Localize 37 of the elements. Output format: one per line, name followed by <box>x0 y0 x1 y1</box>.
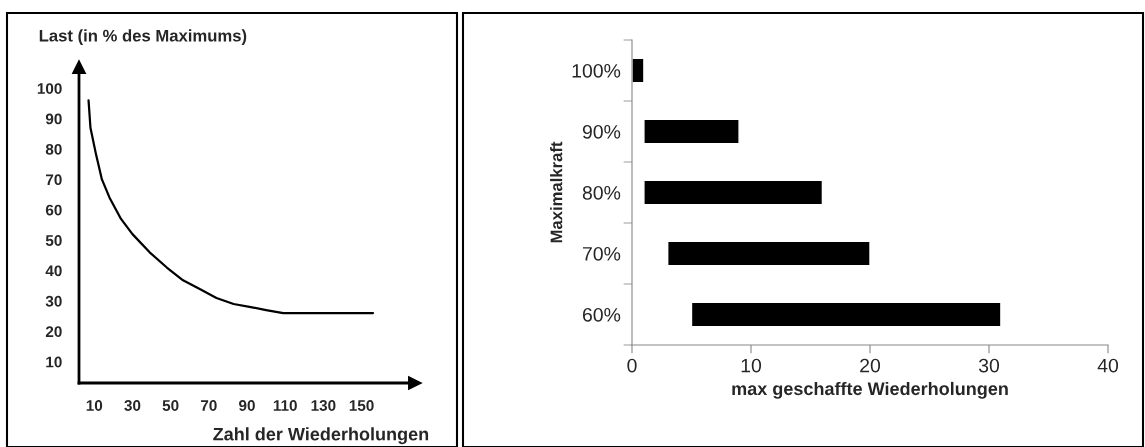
x-tick-label: 130 <box>311 400 336 411</box>
y-tick-label: 40 <box>45 265 62 277</box>
y-tick-label: 80% <box>582 185 621 200</box>
x-tick-label: 0 <box>627 358 637 373</box>
bar <box>690 301 1002 328</box>
x-tick-label: 70 <box>200 400 217 411</box>
x-tick-label: 20 <box>860 358 881 373</box>
x-axis-title: max geschaffte Wiederholungen <box>732 381 1008 399</box>
x-tick-label: 110 <box>273 400 297 411</box>
x-tick-label: 150 <box>349 400 374 411</box>
x-tick-label: 50 <box>162 400 179 411</box>
y-tick-label: 20 <box>45 326 62 338</box>
y-tick-label: 70 <box>46 174 62 186</box>
x-tick-label: 30 <box>978 358 1000 373</box>
y-tick-label: 60 <box>45 204 62 216</box>
line-series <box>87 99 375 315</box>
x-tick-label: 10 <box>86 400 103 411</box>
y-tick-label: 90 <box>45 113 62 125</box>
y-axis-title: Maximalkraft <box>550 141 563 243</box>
x-tick-label: 10 <box>741 358 762 373</box>
x-tick-label: 90 <box>239 400 255 411</box>
bar <box>643 179 824 206</box>
y-tick-label: 100% <box>572 63 621 78</box>
bar <box>643 118 740 145</box>
y-axis-title: Last (in % des Maximums) <box>39 29 247 45</box>
y-tick-label: 80 <box>45 143 62 155</box>
y-tick-label: 30 <box>45 295 62 307</box>
y-tick-label: 60% <box>582 307 621 322</box>
y-tick-label: 70% <box>582 246 621 261</box>
y-tick-label: 100 <box>37 83 62 94</box>
x-tick-label: 30 <box>124 400 141 411</box>
x-tick-label: 40 <box>1097 358 1119 373</box>
bar <box>667 240 871 267</box>
y-tick-label: 90% <box>582 124 621 139</box>
y-tick-label: 50 <box>45 235 62 246</box>
bar <box>632 57 645 84</box>
x-axis-title: Zahl der Wiederholungen <box>213 427 429 445</box>
